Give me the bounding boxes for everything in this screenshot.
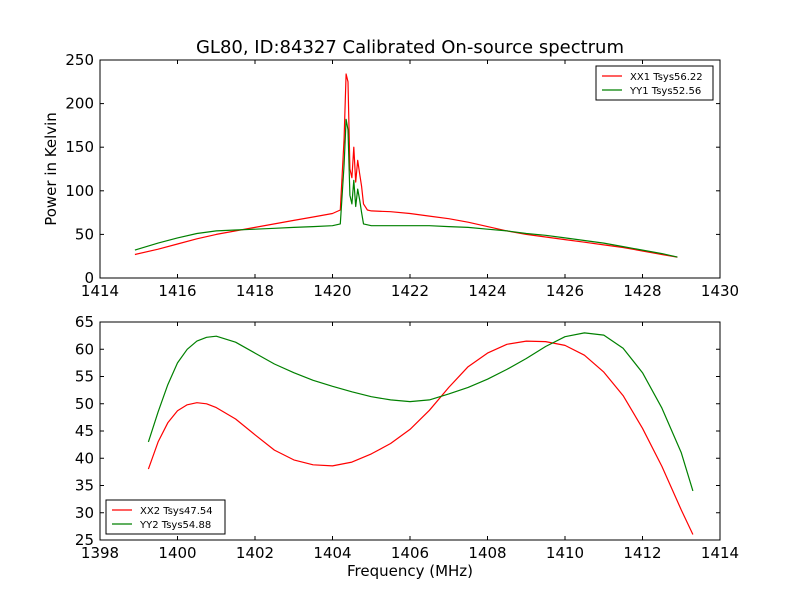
legend-label: XX1 Tsys56.22 [630,72,703,83]
x-tick-label: 1398 [81,544,119,562]
y-tick-label: 0 [84,269,94,287]
x-tick-label: 1422 [391,282,429,300]
series-line-1-0 [147,340,694,535]
x-tick-label: 1420 [313,282,351,300]
x-tick-label: 1406 [391,544,429,562]
y-tick-label: 30 [75,504,94,522]
legend-label: YY2 Tsys54.88 [139,520,211,531]
y-tick-label: 65 [75,313,94,331]
x-tick-label: 1400 [158,544,196,562]
x-tick-label: 1426 [546,282,584,300]
series-line-0-0 [134,73,678,258]
y-tick-label: 100 [65,182,94,200]
x-tick-label: 1416 [158,282,196,300]
legend-box [105,499,226,535]
y-tick-label: 55 [75,368,94,386]
legend-label: XX2 Tsys47.54 [140,506,213,517]
y-tick-label: 25 [75,531,94,549]
series-line-1-1 [147,332,694,492]
x-tick-label: 1408 [468,544,506,562]
chart-title: GL80, ID:84327 Calibrated On-source spec… [196,37,624,58]
y-tick-label: 250 [65,51,94,69]
y-tick-label: 40 [75,449,94,467]
x-tick-label: 1404 [313,544,351,562]
y-tick-label: 60 [75,340,94,358]
y-tick-label: 35 [75,477,94,495]
y-tick-label: 50 [75,395,94,413]
y-tick-label: 150 [65,138,94,156]
legend-box [595,65,714,101]
x-tick-label: 1410 [546,544,584,562]
x-tick-label: 1412 [623,544,661,562]
x-tick-label: 1424 [468,282,506,300]
y-tick-label: 45 [75,422,94,440]
x-tick-label: 1418 [236,282,274,300]
series-line-0-1 [134,118,678,258]
x-tick-label: 1428 [623,282,661,300]
x-tick-label: 1414 [701,544,739,562]
x-tick-label: 1430 [701,282,739,300]
x-tick-label: 1402 [236,544,274,562]
bottom-chart: 1398 1400 1402 1404 1406 1408 1410 1412 1414 25 30… [75,313,739,580]
top-chart: 1414 1416 1418 1420 1422 1424 1426 1428 1430 0 50 1… [42,51,739,300]
y-tick-label: 200 [65,95,94,113]
x-tick-label: 1414 [81,282,119,300]
x-axis-label: Frequency (MHz) [347,562,473,580]
legend-label: YY1 Tsys52.56 [629,86,701,97]
y-tick-label: 50 [75,225,94,243]
y-axis-label: Power in Kelvin [42,112,60,226]
